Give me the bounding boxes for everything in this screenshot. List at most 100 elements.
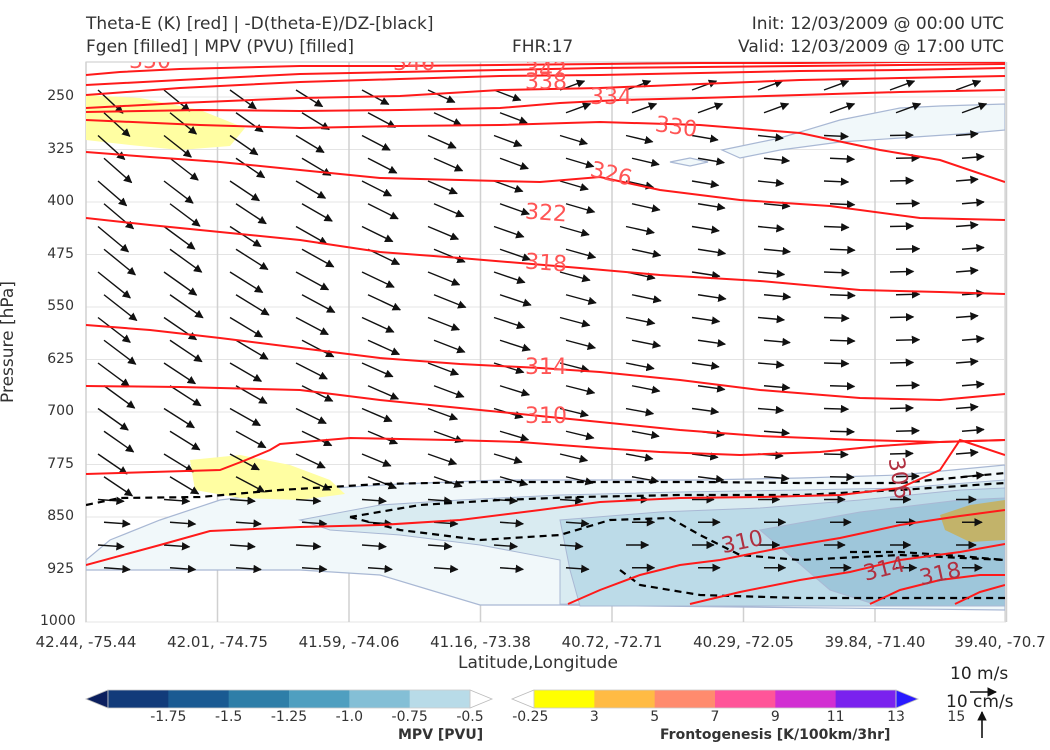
wind-vector [295, 362, 328, 380]
theta-e-label: 310 [525, 404, 567, 429]
wind-vector [427, 453, 458, 466]
colorbar-segment [654, 690, 716, 708]
theta-e-contour-306 [86, 438, 1005, 566]
fgen-fill-right [940, 500, 1005, 542]
wind-vector [103, 430, 135, 453]
theta-e-label: 322 [524, 200, 568, 228]
wind-vector [565, 385, 596, 396]
wind-vector [427, 180, 458, 195]
wind-vector [367, 157, 398, 174]
theta-e-label: 334 [590, 85, 632, 110]
wind-vector [433, 112, 463, 126]
wind-vector [565, 430, 595, 441]
theta-e-contour-350 [86, 62, 1005, 76]
wind-vector [961, 380, 985, 389]
dthetae-contour [850, 550, 1005, 562]
colorbar-segment [715, 690, 776, 708]
wind-vector [829, 427, 855, 436]
wind-vector [889, 312, 915, 322]
wind-vector [823, 313, 850, 323]
wind-vector [427, 407, 459, 421]
wind-vector [361, 407, 393, 423]
wind-vector [763, 102, 790, 114]
wind-vector [295, 453, 326, 469]
theta-e-labels: 350 346 342 338 334 330 326 322 318 314 … [129, 51, 963, 591]
wind-vector [367, 385, 400, 400]
wind-vector [829, 102, 856, 114]
wind-vector [889, 358, 915, 367]
wind-vector [823, 268, 850, 277]
wind-vector [361, 180, 393, 197]
wind-vector [631, 102, 658, 114]
wind-vector [103, 385, 136, 409]
wind-vector [691, 406, 720, 416]
wind-vector [895, 426, 920, 436]
wind-vector [301, 203, 333, 222]
wind-vector [823, 79, 850, 91]
wind-vector [565, 102, 592, 114]
x-tick-label: 42.44, -75.44 [35, 633, 137, 651]
wind-vector [103, 112, 131, 137]
wind-vector [367, 112, 397, 128]
wind-vector [493, 271, 526, 284]
theta-e-contour-318-low [869, 574, 1005, 605]
wind-vector [295, 225, 328, 245]
fgen-colorbar [510, 689, 920, 709]
wind-vector [625, 316, 656, 326]
wind-vector [829, 200, 856, 209]
theta-e-contour-330 [86, 119, 1005, 183]
theta-e-contour-322 [86, 217, 1005, 295]
y-tick-label: 700 [47, 403, 74, 419]
wind-vector [301, 385, 334, 402]
wind-vector [433, 385, 465, 399]
fgen-colorbar-label: Frontogenesis [K/100km/3hr] [660, 727, 891, 743]
wind-vectors [97, 79, 988, 574]
colorbar-segment [835, 690, 897, 708]
x-tick-label: 39.84, -71.40 [824, 633, 926, 651]
wind-vector [559, 496, 584, 505]
wind-vector [235, 157, 266, 179]
theta-e-label: 338 [525, 70, 567, 95]
wind-vector [559, 453, 589, 463]
theta-e-label: 346 [393, 51, 435, 76]
mpv-colorbar-tick: -1.0 [335, 709, 363, 725]
wind-vector [895, 472, 920, 481]
wind-vector [433, 294, 467, 309]
wind-vector [829, 291, 856, 300]
theta-e-contour-314 [86, 385, 1005, 444]
wind-vector [103, 476, 134, 497]
mpv-fill-upper [720, 103, 1005, 159]
fgen-colorbar-tick: 9 [770, 709, 780, 725]
wind-vector [361, 134, 391, 151]
wind-vector [961, 425, 985, 435]
wind-vector [631, 385, 661, 394]
wind-vector [301, 564, 328, 574]
wind-vector [955, 312, 979, 321]
wind-vector [697, 293, 727, 302]
mpv-colorbar-tick: -1.5 [214, 709, 243, 725]
wind-vector [235, 248, 269, 271]
y-tick-label: 250 [47, 88, 74, 104]
wind-vector [499, 294, 532, 307]
wind-vector [295, 542, 322, 551]
colorbar-segment [228, 690, 290, 708]
wind-vector [163, 542, 191, 551]
wind-vector [295, 134, 325, 154]
wind-vector [433, 248, 466, 263]
colorbar-outline [533, 689, 897, 709]
theta-e-contour-346 [86, 63, 1005, 86]
fgen-colorbar-tick: 15 [947, 709, 966, 725]
wind-vector [427, 316, 460, 331]
mpv-fill-upper-small [669, 157, 709, 167]
mpv-colorbar-tick: -1.25 [270, 709, 308, 725]
wind-vector [895, 335, 921, 345]
wind-vector [361, 225, 394, 243]
wind-vector [295, 407, 327, 424]
wind-vector [361, 541, 387, 551]
wind-vector [163, 496, 191, 505]
wind-vector [163, 180, 194, 204]
wind-vector [757, 133, 784, 142]
wind-vector [499, 248, 532, 262]
wind-vector [823, 177, 850, 186]
wind-vector [433, 564, 459, 574]
